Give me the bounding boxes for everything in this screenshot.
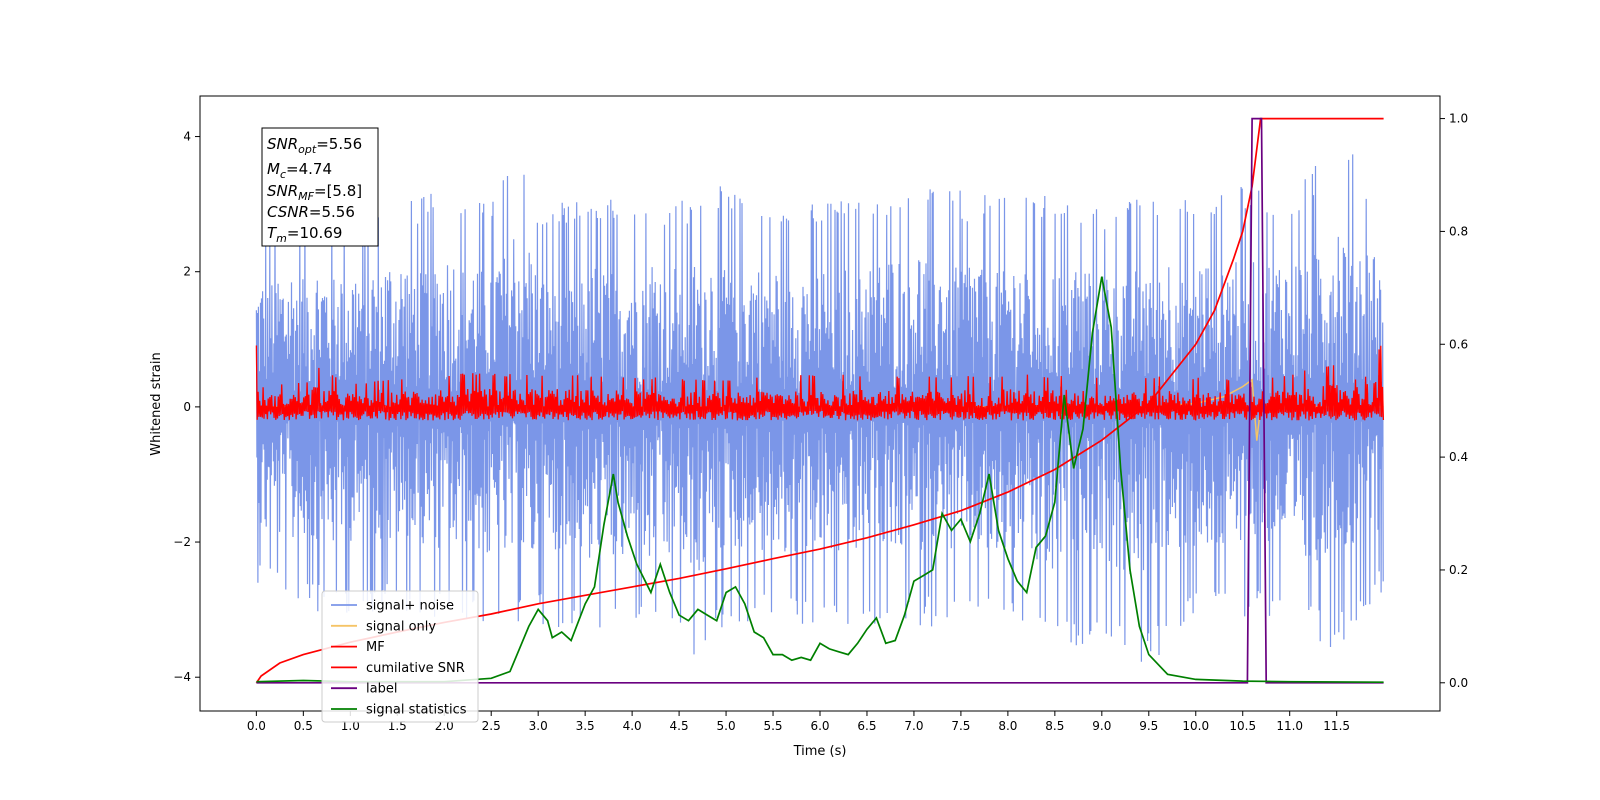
y2-tick-label: 0.2 [1449,563,1468,577]
series-signal-statistics [256,276,1384,684]
x-tick-label: 9.5 [1139,719,1158,733]
series-label [256,117,1384,684]
info-tm: Tm=10.69 [267,224,342,245]
x-tick-label: 10.0 [1182,719,1209,733]
y-tick-label: 2 [183,265,191,279]
y-tick-label: 0 [183,400,191,414]
x-tick-label: 5.5 [763,719,782,733]
x-tick-label: 11.5 [1323,719,1350,733]
series-mf [255,345,1385,421]
y-axis-title: Whitened strain [149,352,164,455]
x-tick-label: 6.0 [810,719,829,733]
y-tick-label: −2 [173,535,191,549]
x-tick-label: 3.5 [576,719,595,733]
x-tick-label: 8.0 [998,719,1017,733]
x-tick-label: 10.5 [1229,719,1256,733]
info-snr-mf: SNRMF=[5.8] [267,182,362,203]
y2-tick-label: 0.0 [1449,676,1468,690]
y2-tick-label: 0.4 [1449,450,1468,464]
legend-label: MF [366,640,385,655]
x-axis-title: Time (s) [793,744,847,759]
y2-tick-label: 1.0 [1449,112,1468,126]
legend-label: label [366,682,397,697]
legend: signal+ noise signal only MF cumilative SNR… [321,590,479,723]
y2-tick-label: 0.8 [1449,224,1468,238]
x-tick-label: 7.0 [904,719,923,733]
legend-label: signal statistics [366,703,467,718]
x-tick-label: 5.0 [717,719,736,733]
y-tick-label: −4 [173,670,191,684]
x-tick-label: 4.0 [623,719,642,733]
y-tick-label: 4 [183,130,191,144]
x-tick-label: 11.0 [1276,719,1303,733]
x-tick-label: 0.5 [294,719,313,733]
x-tick-label: 6.5 [857,719,876,733]
x-tick-label: 4.5 [670,719,689,733]
info-box: SNRopt=5.56 Mc=4.74 SNRMF=[5.8] CSNR=5.5… [261,127,379,247]
legend-label: signal+ noise [366,599,454,614]
x-tick-label: 8.5 [1045,719,1064,733]
info-csnr: CSNR=5.56 [267,203,355,221]
y2-tick-label: 0.6 [1449,337,1468,351]
x-tick-label: 3.0 [529,719,548,733]
x-tick-label: 0.0 [247,719,266,733]
legend-label: signal only [366,619,436,634]
info-mc: Mc=4.74 [267,160,332,181]
x-tick-label: 7.5 [951,719,970,733]
x-tick-label: 2.5 [482,719,501,733]
x-tick-label: 9.0 [1092,719,1111,733]
legend-label: cumilative SNR [366,661,465,676]
info-snr-opt: SNRopt=5.56 [267,135,362,156]
